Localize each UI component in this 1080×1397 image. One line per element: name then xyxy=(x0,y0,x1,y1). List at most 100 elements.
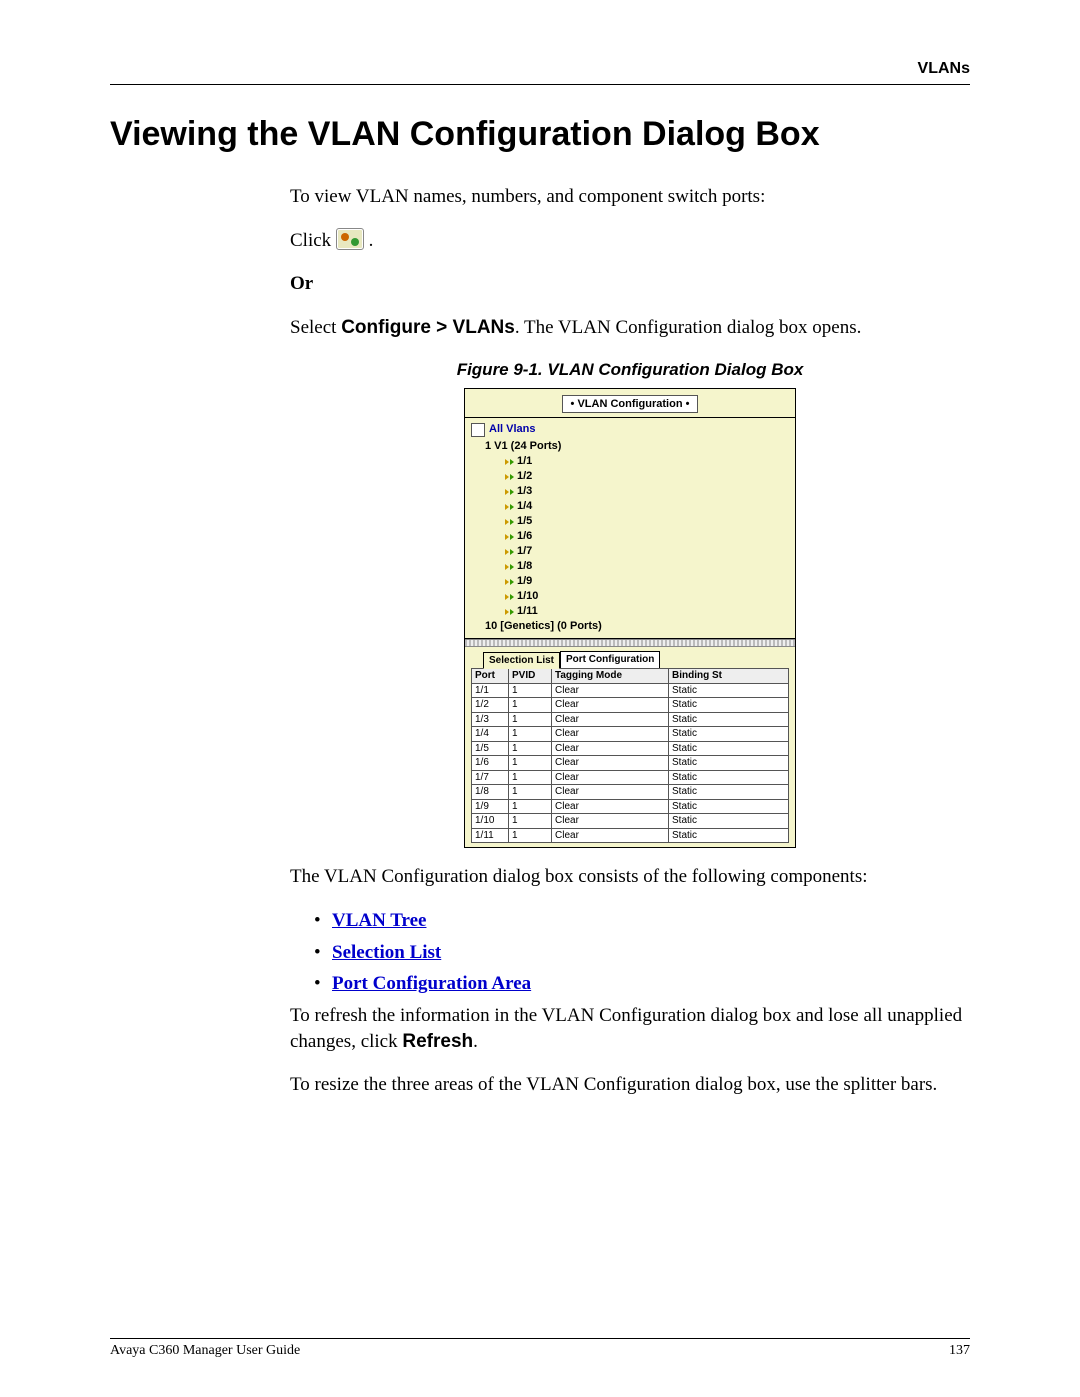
tree-port[interactable]: 1/11 xyxy=(505,604,789,619)
cell-port: 1/1 xyxy=(472,683,509,698)
tree-root-label: All Vlans xyxy=(489,422,535,437)
tree-port[interactable]: 1/2 xyxy=(505,469,789,484)
table-row[interactable]: 1/31ClearStatic xyxy=(472,712,789,727)
table-row[interactable]: 1/71ClearStatic xyxy=(472,770,789,785)
port-icon xyxy=(510,459,514,465)
component-link[interactable]: Port Configuration Area xyxy=(332,973,531,994)
port-table: PortPVIDTagging ModeBinding St 1/11Clear… xyxy=(471,668,789,843)
cell-pvid: 1 xyxy=(509,770,552,785)
bullet: • xyxy=(314,940,332,966)
component-link[interactable]: VLAN Tree xyxy=(332,910,426,931)
cell-bind: Static xyxy=(669,785,789,800)
tree-port-label: 1/2 xyxy=(517,469,532,484)
table-row[interactable]: 1/11ClearStatic xyxy=(472,683,789,698)
footer-left: Avaya C360 Manager User Guide xyxy=(110,1343,300,1359)
column-header[interactable]: Binding St xyxy=(669,669,789,684)
cell-bind: Static xyxy=(669,770,789,785)
column-header[interactable]: Port xyxy=(472,669,509,684)
refresh-pre: To refresh the information in the VLAN C… xyxy=(290,1005,962,1052)
tree-root-icon xyxy=(471,423,485,437)
page-title: Viewing the VLAN Configuration Dialog Bo… xyxy=(110,115,970,154)
tree-port[interactable]: 1/5 xyxy=(505,514,789,529)
cell-pvid: 1 xyxy=(509,712,552,727)
table-row[interactable]: 1/51ClearStatic xyxy=(472,741,789,756)
dialog-title: • VLAN Configuration • xyxy=(562,395,699,414)
cell-port: 1/4 xyxy=(472,727,509,742)
cell-bind: Static xyxy=(669,741,789,756)
component-link-row: •VLAN Tree xyxy=(314,908,970,934)
component-link-row: •Selection List xyxy=(314,940,970,966)
or-label: Or xyxy=(290,271,970,297)
cell-port: 1/11 xyxy=(472,828,509,843)
tree-port[interactable]: 1/6 xyxy=(505,529,789,544)
port-icon xyxy=(510,504,514,510)
tab-selection-list[interactable]: Selection List xyxy=(483,652,560,670)
table-row[interactable]: 1/41ClearStatic xyxy=(472,727,789,742)
port-icon xyxy=(505,549,509,555)
tree-port[interactable]: 1/3 xyxy=(505,484,789,499)
table-row[interactable]: 1/91ClearStatic xyxy=(472,799,789,814)
cell-pvid: 1 xyxy=(509,727,552,742)
cell-pvid: 1 xyxy=(509,756,552,771)
tree-v10[interactable]: 10 [Genetics] (0 Ports) xyxy=(485,619,789,634)
column-header[interactable]: PVID xyxy=(509,669,552,684)
tree-port[interactable]: 1/9 xyxy=(505,574,789,589)
cell-pvid: 1 xyxy=(509,741,552,756)
cell-tag: Clear xyxy=(552,727,669,742)
footer-rule xyxy=(110,1338,970,1339)
cell-bind: Static xyxy=(669,814,789,829)
cell-bind: Static xyxy=(669,828,789,843)
tree-root[interactable]: All Vlans xyxy=(471,422,789,437)
tree-port[interactable]: 1/1 xyxy=(505,454,789,469)
tree-v1[interactable]: 1 V1 (24 Ports) xyxy=(485,439,789,454)
vlan-tree[interactable]: All Vlans 1 V1 (24 Ports) 1/1 1/2 1/3 1/… xyxy=(465,418,795,639)
table-row[interactable]: 1/111ClearStatic xyxy=(472,828,789,843)
tree-port-label: 1/5 xyxy=(517,514,532,529)
splitter-bar[interactable] xyxy=(465,639,795,647)
port-icon xyxy=(505,594,509,600)
cell-port: 1/5 xyxy=(472,741,509,756)
cell-tag: Clear xyxy=(552,712,669,727)
tab-bar: Selection List Port Configuration xyxy=(465,647,795,669)
cell-port: 1/9 xyxy=(472,799,509,814)
header-rule xyxy=(110,84,970,85)
bullet: • xyxy=(314,908,332,934)
component-links: •VLAN Tree•Selection List•Port Configura… xyxy=(314,908,970,997)
cell-tag: Clear xyxy=(552,683,669,698)
port-icon xyxy=(510,594,514,600)
cell-tag: Clear xyxy=(552,828,669,843)
cell-tag: Clear xyxy=(552,785,669,800)
dialog-titlebar: • VLAN Configuration • xyxy=(465,389,795,419)
table-row[interactable]: 1/21ClearStatic xyxy=(472,698,789,713)
table-row[interactable]: 1/101ClearStatic xyxy=(472,814,789,829)
vlan-config-dialog: • VLAN Configuration • All Vlans 1 V1 (2… xyxy=(464,388,796,849)
tree-port-label: 1/4 xyxy=(517,499,532,514)
cell-port: 1/8 xyxy=(472,785,509,800)
cell-pvid: 1 xyxy=(509,698,552,713)
select-instruction: Select Configure > VLANs. The VLAN Confi… xyxy=(290,315,970,341)
column-header[interactable]: Tagging Mode xyxy=(552,669,669,684)
port-icon xyxy=(505,504,509,510)
port-icon xyxy=(510,534,514,540)
tree-port-label: 1/7 xyxy=(517,544,532,559)
cell-bind: Static xyxy=(669,756,789,771)
tree-port[interactable]: 1/8 xyxy=(505,559,789,574)
tree-port[interactable]: 1/4 xyxy=(505,499,789,514)
tree-port[interactable]: 1/10 xyxy=(505,589,789,604)
port-icon xyxy=(505,564,509,570)
cell-port: 1/10 xyxy=(472,814,509,829)
select-prefix: Select xyxy=(290,317,341,338)
cell-bind: Static xyxy=(669,727,789,742)
tree-port-label: 1/8 xyxy=(517,559,532,574)
click-suffix: . xyxy=(369,230,374,251)
port-icon xyxy=(505,519,509,525)
cell-pvid: 1 xyxy=(509,683,552,698)
tree-port[interactable]: 1/7 xyxy=(505,544,789,559)
component-link[interactable]: Selection List xyxy=(332,942,441,963)
tree-port-label: 1/1 xyxy=(517,454,532,469)
refresh-post: . xyxy=(473,1031,478,1052)
tab-port-configuration[interactable]: Port Configuration xyxy=(560,651,660,669)
table-row[interactable]: 1/61ClearStatic xyxy=(472,756,789,771)
components-intro: The VLAN Configuration dialog box consis… xyxy=(290,864,970,890)
table-row[interactable]: 1/81ClearStatic xyxy=(472,785,789,800)
